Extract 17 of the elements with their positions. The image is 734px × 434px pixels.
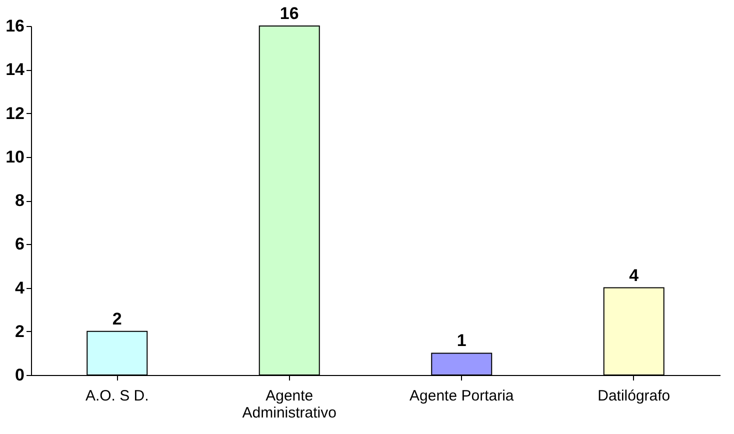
y-tick-label: 10 [6,147,24,166]
data-label: 16 [280,4,299,23]
data-label: 4 [629,266,640,285]
data-label: 2 [112,309,122,328]
y-tick-label: 4 [15,278,26,298]
y-tick-label: 16 [6,16,24,36]
x-tick-label: Datilógrafo [598,388,670,404]
x-tick-label: Agente Administrativo [242,388,336,422]
y-tick-label: 0 [15,366,24,384]
x-tick-label: Agente Portaria [410,388,514,404]
y-tick-label: 8 [15,191,24,210]
y-tick-label: 6 [15,234,24,254]
y-tick-label: 14 [6,60,26,80]
y-tick-label: 12 [6,104,24,123]
data-label: 1 [456,331,466,350]
y-tick-label: 2 [15,322,24,341]
x-tick-label: A.O. S D. [85,388,149,404]
